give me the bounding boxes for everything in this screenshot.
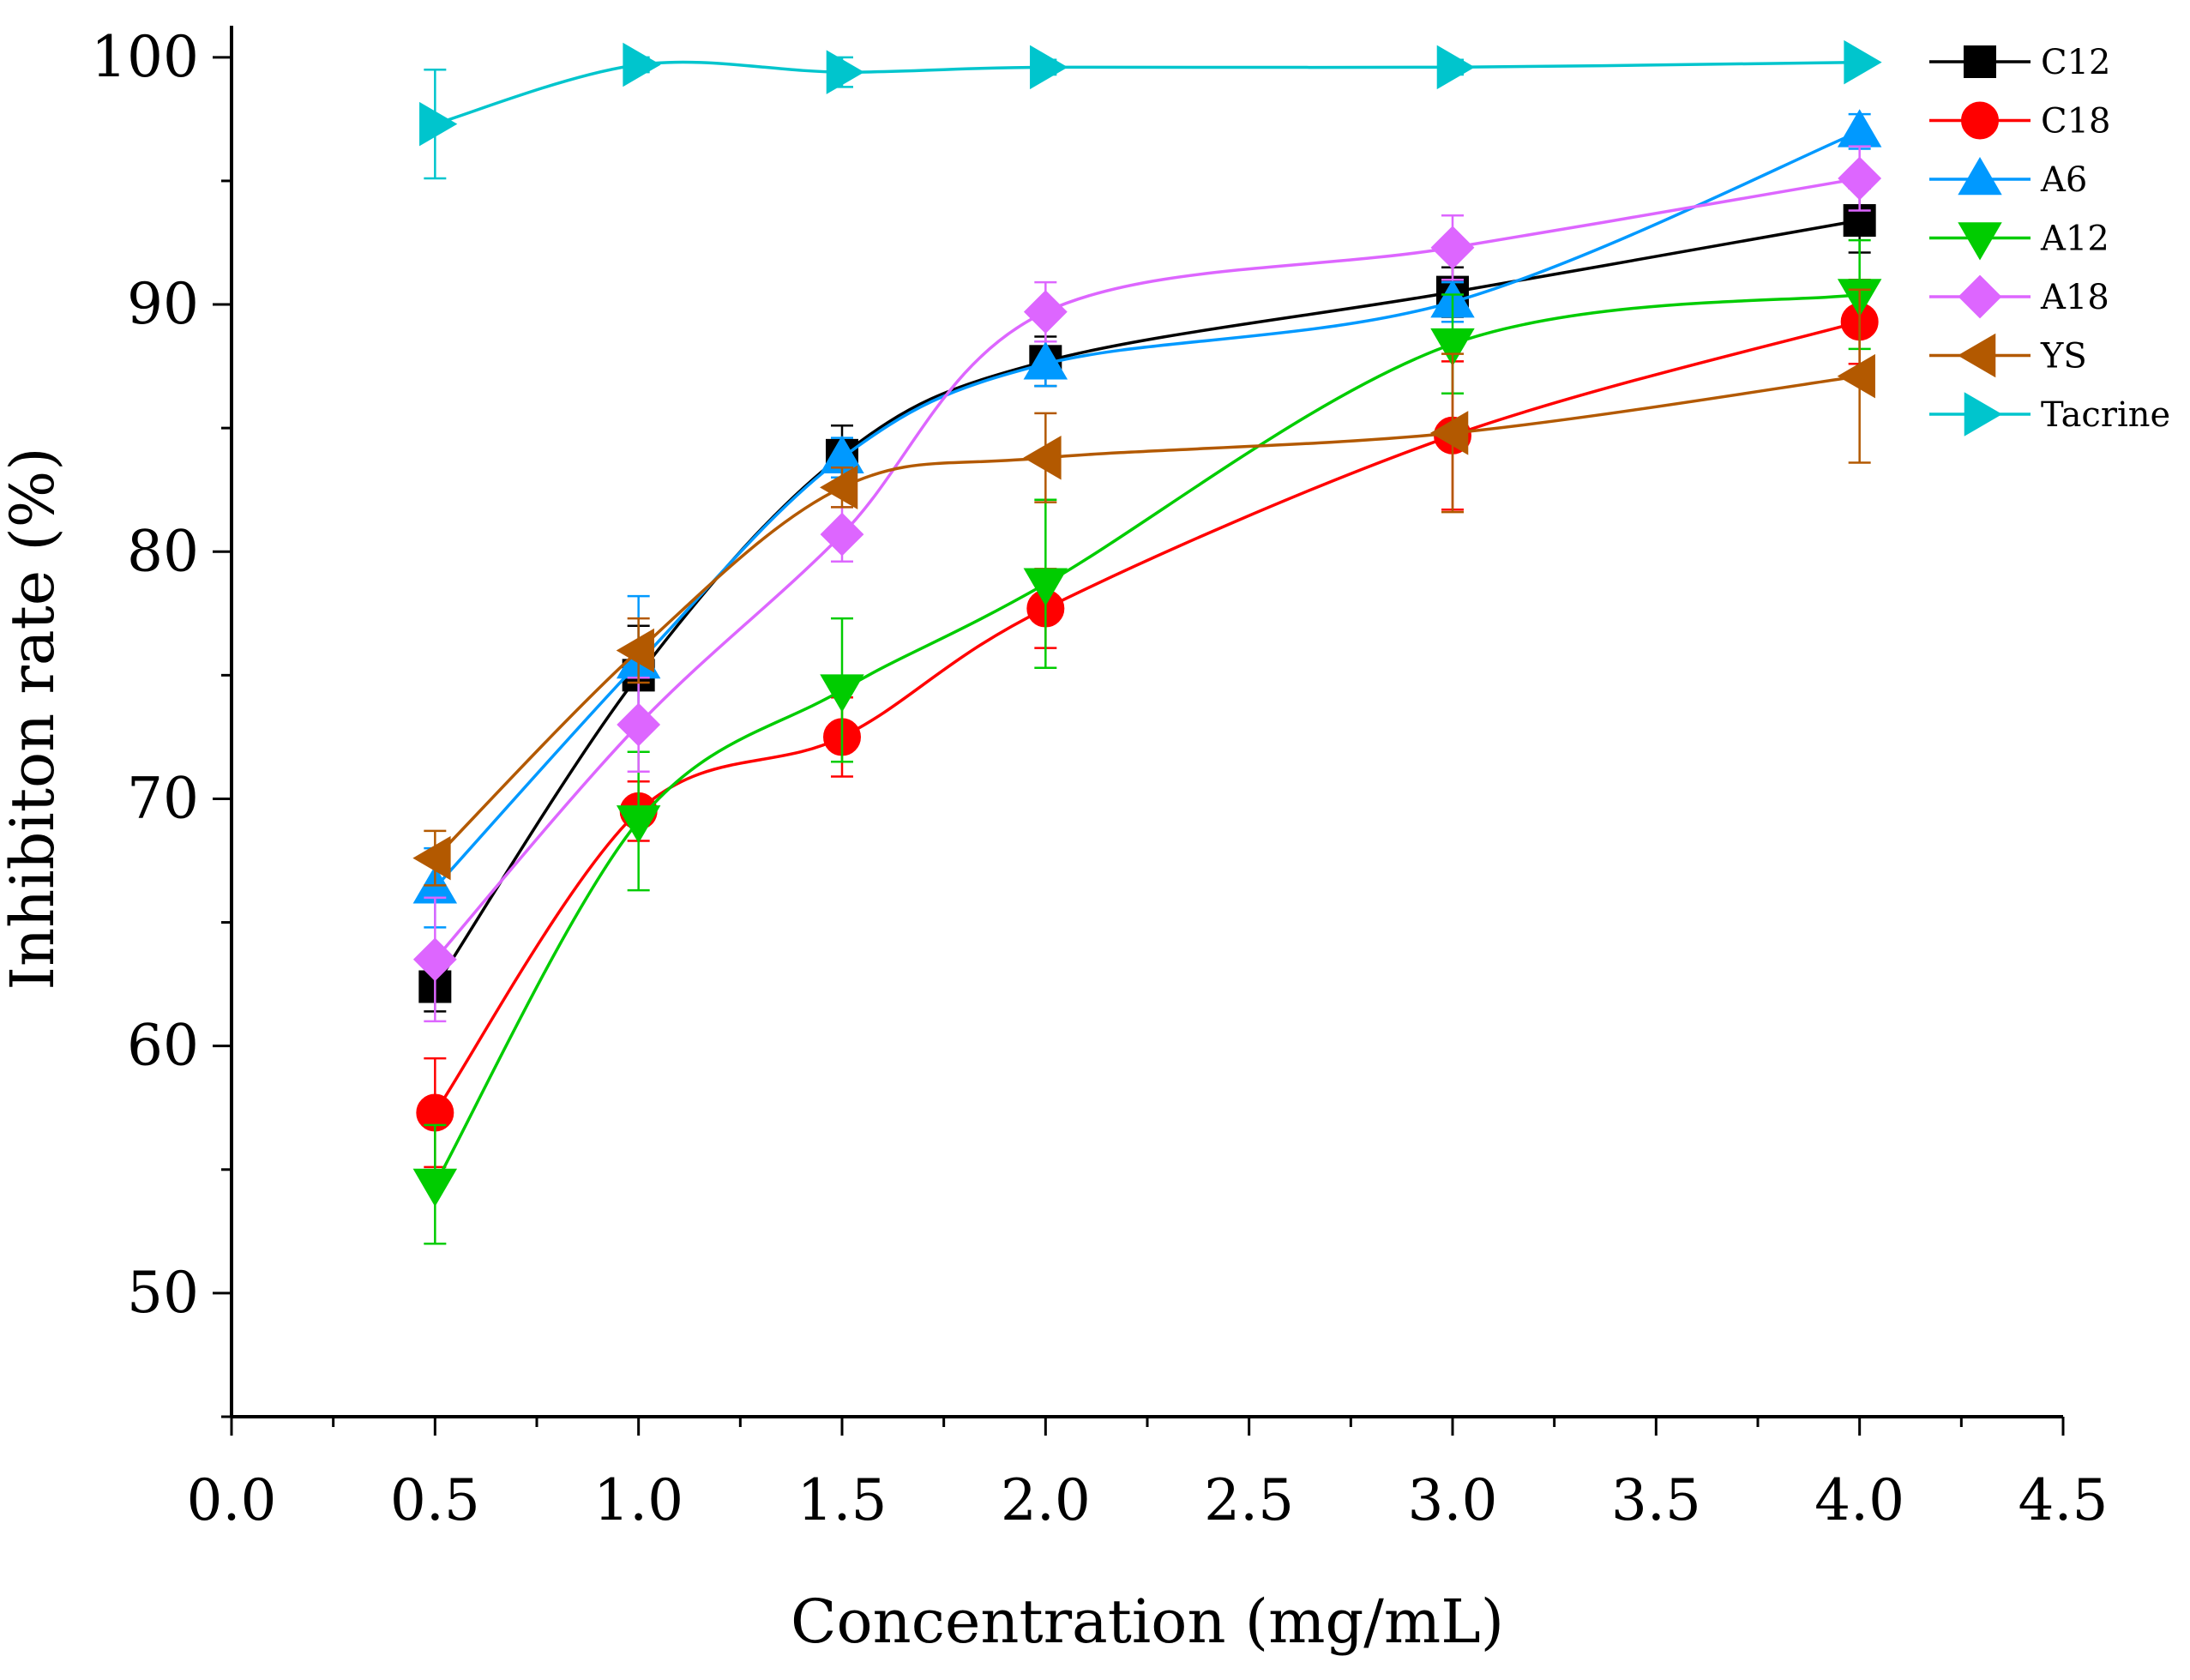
series-a18 xyxy=(412,145,1882,1023)
legend-item-c12: C12 xyxy=(1929,43,2111,82)
legend-item-a18: A18 xyxy=(1929,274,2109,319)
legend-label-a18: A18 xyxy=(2040,278,2109,317)
data-point-a12 xyxy=(412,1168,458,1207)
y-tick-label: 60 xyxy=(127,1013,199,1079)
series-line-a18 xyxy=(434,177,1860,960)
axes: 0.0 0.5 1.0 1.5 2.0 2.5 3.0 3.5 4.0 4.5 50 60 70 80 90… xyxy=(91,24,2108,1533)
legend-marker-a18 xyxy=(1958,274,2002,319)
x-tick-label: 4.0 xyxy=(1814,1467,1904,1533)
legend-label-a12: A12 xyxy=(2040,220,2109,259)
legend-item-ys: YS xyxy=(1929,333,2087,378)
legend-item-c18: C18 xyxy=(1929,101,2111,142)
series-tacrine xyxy=(419,39,1882,180)
data-point-ys xyxy=(1430,411,1469,455)
y-tick-label: 100 xyxy=(91,24,199,90)
x-tick-label: 0.5 xyxy=(390,1467,480,1533)
data-point-a18 xyxy=(412,937,457,982)
series-line-a6 xyxy=(434,129,1861,889)
data-point-tacrine xyxy=(419,101,458,147)
y-tick-label: 90 xyxy=(127,271,199,337)
y-tick-label: 80 xyxy=(127,518,199,584)
data-point-a18 xyxy=(820,512,864,557)
plot-series xyxy=(412,39,1882,1245)
data-point-tacrine xyxy=(1030,45,1068,90)
series-line-a12 xyxy=(433,292,1860,1185)
data-point-a12 xyxy=(1430,328,1475,367)
y-tick-label: 50 xyxy=(127,1260,199,1326)
legend: C12 C18 A6 A12 A18 YS Tacrine xyxy=(1929,43,2170,437)
data-point-a18 xyxy=(617,702,661,747)
legend-marker-c18 xyxy=(1961,101,1999,140)
legend-marker-a6 xyxy=(1958,157,2002,196)
y-tick-label: 70 xyxy=(127,765,199,831)
data-point-tacrine xyxy=(1436,45,1475,90)
legend-item-a12: A12 xyxy=(1929,220,2109,261)
y-axis-title: Inhibiton rate (%) xyxy=(0,447,68,990)
x-tick-label: 3.5 xyxy=(1611,1467,1701,1533)
legend-item-a6: A6 xyxy=(1929,157,2087,200)
x-axis-title: Concentration (mg/mL) xyxy=(791,1587,1504,1657)
data-point-ys xyxy=(412,835,451,881)
data-point-ys xyxy=(820,465,858,510)
data-point-a12 xyxy=(820,674,864,713)
series-line-c18 xyxy=(433,320,1861,1114)
legend-label-a6: A6 xyxy=(2040,160,2087,200)
data-point-a18 xyxy=(1023,290,1068,334)
legend-item-tacrine: Tacrine xyxy=(1929,392,2170,437)
x-tick-label: 4.5 xyxy=(2019,1467,2109,1533)
data-point-tacrine xyxy=(826,50,864,94)
data-point-tacrine xyxy=(623,42,661,87)
data-point-a6 xyxy=(1023,341,1068,380)
data-point-tacrine xyxy=(1844,39,1882,85)
x-tick-label: 2.0 xyxy=(1001,1467,1091,1533)
x-tick-label: 1.5 xyxy=(797,1467,887,1533)
legend-marker-ys xyxy=(1958,333,1996,378)
legend-label-ys: YS xyxy=(2040,337,2087,376)
data-point-ys xyxy=(1837,353,1875,399)
series-ys xyxy=(412,288,1875,887)
series-line-c12 xyxy=(433,219,1860,988)
legend-marker-tacrine xyxy=(1964,392,2002,437)
data-point-a6 xyxy=(1837,109,1882,148)
series-line-ys xyxy=(434,374,1860,859)
legend-marker-a12 xyxy=(1958,222,2002,261)
x-tick-label: 0.0 xyxy=(187,1467,277,1533)
x-tick-label: 3.0 xyxy=(1408,1467,1498,1533)
x-tick-label: 2.5 xyxy=(1204,1467,1294,1533)
legend-label-c18: C18 xyxy=(2041,102,2111,142)
data-point-a18 xyxy=(1838,156,1882,201)
legend-label-tacrine: Tacrine xyxy=(2041,395,2170,435)
data-point-ys xyxy=(616,628,654,673)
legend-marker-c12 xyxy=(1964,45,1996,78)
legend-label-c12: C12 xyxy=(2041,43,2111,82)
x-tick-label: 1.0 xyxy=(593,1467,683,1533)
data-point-a12 xyxy=(1023,568,1068,606)
data-point-a18 xyxy=(1430,226,1475,270)
data-point-ys xyxy=(1023,435,1062,480)
data-point-a12 xyxy=(616,805,661,844)
